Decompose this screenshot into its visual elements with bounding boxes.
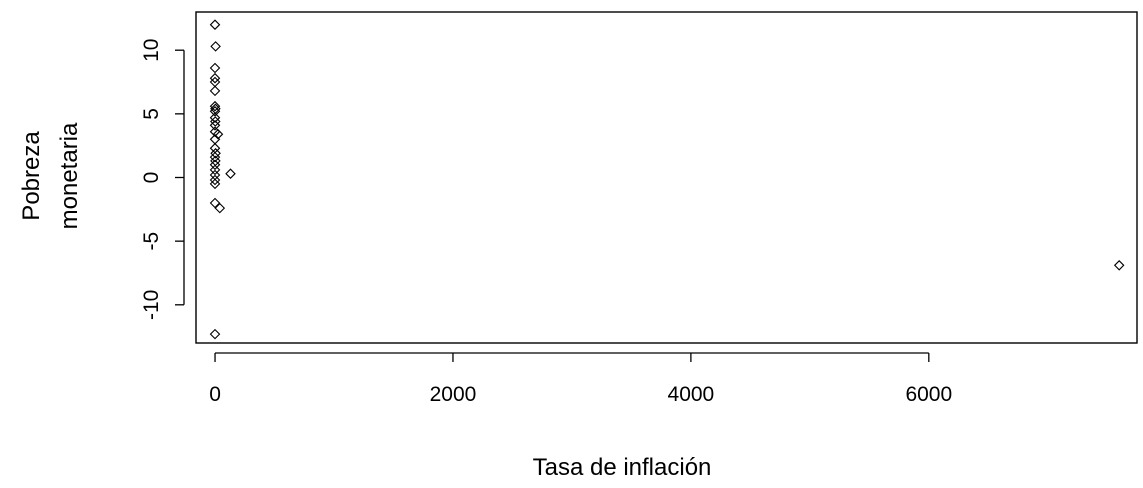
data-point (209, 151, 221, 163)
data-point (212, 128, 224, 140)
y-tick-label: -5 (140, 232, 163, 251)
data-point (209, 178, 221, 190)
y-tick-label: 0 (140, 172, 163, 184)
y-axis-title-line-2: monetaria (56, 122, 83, 229)
data-point (209, 19, 221, 30)
data-point (210, 116, 221, 127)
data-point (210, 148, 221, 159)
data-point (209, 159, 221, 171)
x-axis: 0 2000 4000 6000 (209, 352, 952, 406)
x-tick-label: 0 (209, 383, 221, 406)
x-tick-label: 2000 (430, 383, 477, 406)
data-point (209, 85, 221, 97)
data-point (209, 72, 221, 84)
y-tick-label: 5 (140, 108, 163, 120)
y-axis-title-line-1: Pobreza (18, 131, 45, 221)
scatter-points (209, 19, 1125, 340)
data-point (209, 100, 221, 112)
data-point (225, 168, 236, 179)
data-point (210, 41, 221, 52)
y-axis: -10 -5 0 5 10 (140, 39, 185, 320)
y-tick-label: 10 (140, 39, 163, 62)
data-point (209, 106, 221, 117)
data-point (209, 328, 221, 340)
data-point (209, 120, 221, 131)
data-point (214, 202, 226, 214)
x-axis-title: Tasa de inflación (533, 454, 712, 481)
data-point (209, 174, 221, 186)
x-tick-label: 6000 (905, 383, 952, 406)
data-point (209, 62, 221, 74)
data-point (209, 197, 221, 209)
data-point (209, 164, 221, 176)
data-point (1113, 260, 1125, 271)
data-point (209, 112, 221, 123)
y-tick-label: -10 (140, 290, 163, 320)
x-tick-label: 4000 (668, 383, 715, 406)
plot-frame (195, 11, 1138, 344)
